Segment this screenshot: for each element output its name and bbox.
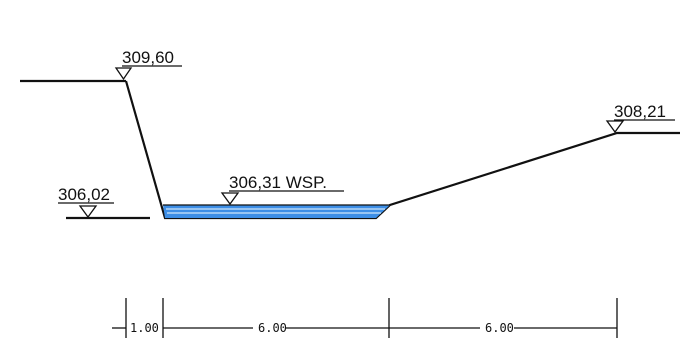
dimension-label-2: 6.00	[258, 321, 287, 335]
channel-profile-line	[124, 80, 680, 220]
dimension-label-1: 1.00	[130, 321, 159, 335]
elevation-label-water-surface: 306,31 WSP.	[229, 173, 327, 192]
dimension-line-group: 1.00 6.00 6.00	[112, 298, 618, 338]
dimension-label-3: 6.00	[485, 321, 514, 335]
elevation-marker-icon	[220, 192, 240, 206]
elevation-label-left-top: 309,60	[122, 48, 174, 67]
elevation-marker-icon	[114, 67, 133, 81]
water-fill	[163, 205, 390, 218]
elevation-marker-icon	[78, 205, 98, 219]
elevation-marker-icon	[605, 120, 625, 134]
elevation-label-right-top: 308,21	[614, 102, 666, 121]
water-body	[163, 204, 390, 218]
elevation-label-left-ground: 306,02	[58, 185, 110, 204]
